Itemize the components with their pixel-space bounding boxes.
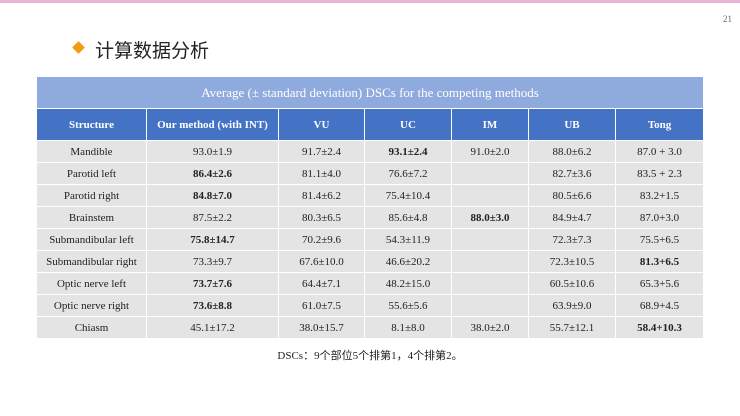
table-row: Brainstem 87.5±2.2 80.3±6.5 85.6±4.8 88.0±3.… [36,206,705,229]
table-row: Submandibular right 73.3±9.7 67.6±10.0 46.6… [36,250,705,273]
table-cell: Parotid left [36,162,147,185]
column-header: IM [451,108,529,141]
table-cell: 75.8±14.7 [146,228,279,251]
column-header: VU [278,108,365,141]
table-cell: 86.4±2.6 [146,162,279,185]
table-cell: 84.8±7.0 [146,184,279,207]
column-header: Our method (with INT) [146,108,279,141]
table-cell: 55.7±12.1 [528,316,616,339]
table-cell: 84.9±4.7 [528,206,616,229]
table-cell: 58.4+10.3 [614,316,705,339]
table-cell: 87.0 + 3.0 [614,140,705,163]
table-cell: 67.6±10.0 [278,250,365,273]
table-cell: 85.6±4.8 [364,206,452,229]
table-cell: 87.5±2.2 [146,206,279,229]
table-cell: Brainstem [36,206,147,229]
slide-title: 计算数据分析 [95,40,210,62]
table-cell: 65.3+5.6 [614,272,705,295]
table-cell: 38.0±2.0 [451,316,529,339]
page-number: 21 [723,14,732,24]
table-cell: 64.4±7.1 [278,272,365,295]
table-cell: 55.6±5.6 [364,294,452,317]
table-caption: Average (± standard deviation) DSCs for … [35,76,705,109]
table-cell: 63.9±9.0 [528,294,616,317]
footnote: DSCs：9个部位5个排第1，4个排第2。 [277,350,463,362]
table-cell: 80.5±6.6 [528,184,616,207]
table-cell [451,272,529,295]
table-cell: 88.0±6.2 [528,140,616,163]
table-cell: Optic nerve left [36,272,147,295]
table-cell: 54.3±11.9 [364,228,452,251]
table-cell: 80.3±6.5 [278,206,365,229]
table-cell: 48.2±15.0 [364,272,452,295]
table-cell: Submandibular left [36,228,147,251]
table-cell: 45.1±17.2 [146,316,279,339]
table-cell: 81.1±4.0 [278,162,365,185]
table-cell: Mandible [36,140,147,163]
table-cell: 91.7±2.4 [278,140,365,163]
table-cell: 73.7±7.6 [146,272,279,295]
table-cell: 76.6±7.2 [364,162,452,185]
table-row: Submandibular left 75.8±14.7 70.2±9.6 54.3±… [36,228,705,251]
table-cell: 83.5 + 2.3 [614,162,705,185]
results-table: Average (± standard deviation) DSCs for … [35,76,705,339]
table-cell [451,294,529,317]
table-cell: 70.2±9.6 [278,228,365,251]
table-row: Optic nerve right 73.6±8.8 61.0±7.5 55.6±5.… [36,294,705,317]
table-cell: 83.2+1.5 [614,184,705,207]
table-cell: 73.6±8.8 [146,294,279,317]
table-cell: 38.0±15.7 [278,316,365,339]
table-cell: 46.6±20.2 [364,250,452,273]
column-header: Tong [614,108,705,141]
table-row: Parotid left 86.4±2.6 81.1±4.0 76.6±7.2 82.7… [36,162,705,185]
table-cell: 72.3±10.5 [528,250,616,273]
table-cell: 93.1±2.4 [364,140,452,163]
table-row: Parotid right 84.8±7.0 81.4±6.2 75.4±10.4 80… [36,184,705,207]
table-cell: 81.4±6.2 [278,184,365,207]
table-cell: Optic nerve right [36,294,147,317]
table-cell [451,162,529,185]
table-cell: 72.3±7.3 [528,228,616,251]
table-cell: 60.5±10.6 [528,272,616,295]
table-cell: 93.0±1.9 [146,140,279,163]
table-cell: 82.7±3.6 [528,162,616,185]
table-cell: 87.0+3.0 [614,206,705,229]
column-header: UC [364,108,452,141]
table-cell: 75.4±10.4 [364,184,452,207]
table-cell [451,184,529,207]
table-cell: Parotid right [36,184,147,207]
table-cell: 73.3±9.7 [146,250,279,273]
table-cell: 91.0±2.0 [451,140,529,163]
top-border [0,0,740,3]
table-cell: 88.0±3.0 [451,206,529,229]
table-cell: 8.1±8.0 [364,316,452,339]
column-header: UB [528,108,616,141]
table-cell [451,250,529,273]
table-cell: 81.3+6.5 [614,250,705,273]
column-header: Structure [36,108,147,141]
table-cell: 68.9+4.5 [614,294,705,317]
table-cell: 75.5+6.5 [614,228,705,251]
bullet [72,41,85,54]
table-row: Chiasm 45.1±17.2 38.0±15.7 8.1±8.0 38.0±2.0 5… [36,316,705,339]
table-row: Mandible 93.0±1.9 91.7±2.4 93.1±2.4 91.0±2.0… [36,140,705,163]
table-row: Optic nerve left 73.7±7.6 64.4±7.1 48.2±15.… [36,272,705,295]
table-cell: Chiasm [36,316,147,339]
table-cell: Submandibular right [36,250,147,273]
table-cell: 61.0±7.5 [278,294,365,317]
table-cell [451,228,529,251]
